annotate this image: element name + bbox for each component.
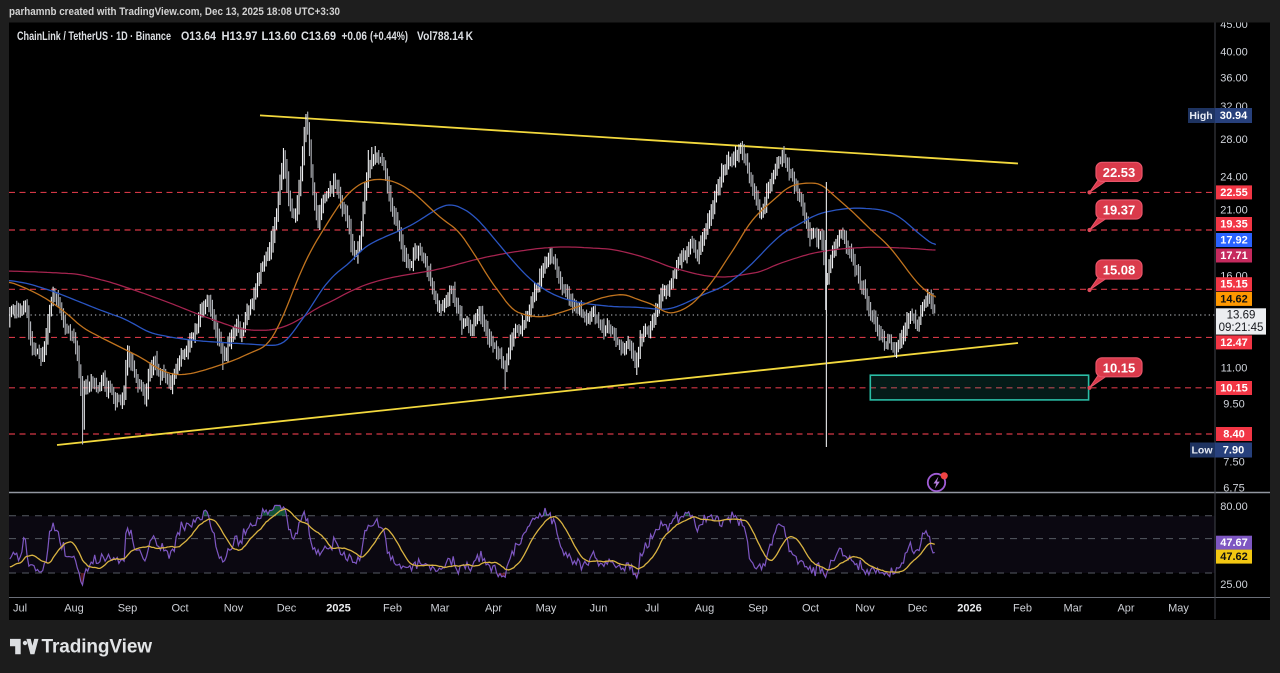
- svg-text:17.71: 17.71: [1220, 250, 1248, 262]
- svg-text:ChainLink / TetherUS · 1D · Bi: ChainLink / TetherUS · 1D · Binance: [17, 29, 171, 43]
- svg-text:13.69: 13.69: [1227, 310, 1256, 322]
- svg-text:2025: 2025: [326, 603, 350, 615]
- svg-text:7.90: 7.90: [1223, 445, 1244, 457]
- svg-text:22.53: 22.53: [1103, 165, 1136, 180]
- svg-text:Aug: Aug: [64, 603, 84, 615]
- svg-text:10.15: 10.15: [1103, 360, 1136, 375]
- svg-text:Oct: Oct: [802, 603, 819, 615]
- svg-text:8.40: 8.40: [1223, 429, 1244, 441]
- svg-text:Aug: Aug: [695, 603, 715, 615]
- svg-text:Apr: Apr: [1117, 603, 1134, 615]
- svg-text:24.00: 24.00: [1220, 172, 1248, 184]
- svg-text:L13.60: L13.60: [262, 29, 297, 43]
- svg-text:30.94: 30.94: [1220, 110, 1248, 122]
- svg-text:Mar: Mar: [431, 603, 450, 615]
- svg-text:36.00: 36.00: [1220, 73, 1248, 85]
- svg-text:15.08: 15.08: [1103, 263, 1136, 278]
- svg-text:10.15: 10.15: [1220, 383, 1248, 395]
- svg-text:47.67: 47.67: [1220, 537, 1248, 549]
- svg-text:(+0.44%): (+0.44%): [370, 29, 408, 43]
- svg-text:parhamnb created with TradingV: parhamnb created with TradingView.com, D…: [9, 6, 340, 18]
- svg-text:21.00: 21.00: [1220, 204, 1248, 216]
- svg-text:Jun: Jun: [590, 603, 608, 615]
- svg-text:22.55: 22.55: [1220, 187, 1248, 199]
- svg-text:14.62: 14.62: [1220, 293, 1248, 305]
- svg-text:Sep: Sep: [118, 603, 138, 615]
- svg-text:11.00: 11.00: [1221, 363, 1248, 375]
- svg-text:19.35: 19.35: [1220, 219, 1248, 231]
- svg-text:15.15: 15.15: [1220, 279, 1248, 291]
- svg-text:Sep: Sep: [748, 603, 768, 615]
- svg-text:Oct: Oct: [171, 603, 188, 615]
- svg-text:40.00: 40.00: [1220, 47, 1248, 59]
- svg-text:Feb: Feb: [383, 603, 402, 615]
- svg-text:2026: 2026: [957, 603, 981, 615]
- svg-text:12.47: 12.47: [1220, 337, 1248, 349]
- svg-text:6.75: 6.75: [1223, 482, 1244, 494]
- svg-text:Jul: Jul: [13, 603, 27, 615]
- svg-text:O13.64: O13.64: [181, 29, 216, 43]
- svg-text:17.92: 17.92: [1220, 235, 1248, 247]
- svg-text:Mar: Mar: [1064, 603, 1083, 615]
- svg-text:9.50: 9.50: [1223, 399, 1244, 411]
- svg-text:09:21:45: 09:21:45: [1219, 322, 1264, 334]
- svg-text:Jul: Jul: [645, 603, 659, 615]
- svg-text:Nov: Nov: [224, 603, 244, 615]
- svg-text:7.50: 7.50: [1223, 457, 1244, 469]
- svg-text:+0.06: +0.06: [342, 29, 368, 43]
- svg-text:Dec: Dec: [908, 603, 928, 615]
- svg-text:Low: Low: [1192, 445, 1214, 457]
- svg-text:Nov: Nov: [855, 603, 875, 615]
- svg-text:80.00: 80.00: [1220, 501, 1248, 513]
- svg-text:47.62: 47.62: [1220, 551, 1248, 563]
- svg-text:25.00: 25.00: [1220, 579, 1248, 591]
- svg-text:H13.97: H13.97: [222, 29, 258, 43]
- svg-text:Vol788.14 K: Vol788.14 K: [417, 29, 473, 43]
- svg-text:Dec: Dec: [277, 603, 297, 615]
- svg-text:TradingView: TradingView: [42, 637, 153, 658]
- svg-text:C13.69: C13.69: [301, 29, 336, 43]
- svg-text:Feb: Feb: [1013, 603, 1032, 615]
- svg-text:Apr: Apr: [485, 603, 502, 615]
- svg-text:28.00: 28.00: [1220, 134, 1248, 146]
- svg-text:May: May: [1168, 603, 1189, 615]
- svg-text:19.37: 19.37: [1103, 203, 1136, 218]
- svg-text:May: May: [536, 603, 557, 615]
- svg-text:High: High: [1189, 110, 1212, 122]
